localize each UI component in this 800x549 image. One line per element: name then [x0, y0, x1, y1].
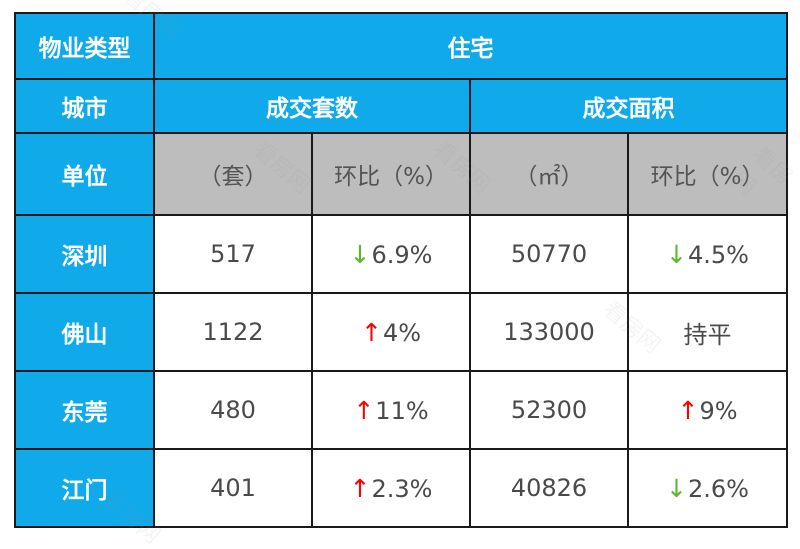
property-type-row: 物业类型 住宅 [14, 12, 788, 80]
volume-header: 成交套数 [153, 78, 471, 134]
unit-volume-change: 环比（%） [311, 132, 471, 216]
area-cell: 50770 [469, 214, 629, 294]
area-change-cell: ↓4.5% [627, 214, 788, 294]
unit-label: 单位 [14, 132, 155, 216]
property-type-value: 住宅 [153, 12, 788, 80]
area-change-value: 2.6% [687, 474, 749, 503]
city-cell: 深圳 [14, 214, 155, 294]
arrow-down-icon: ↓ [349, 239, 371, 269]
table-row: 深圳 517 ↓6.9% 50770 ↓4.5% [14, 214, 788, 294]
arrow-up-icon: ↑ [677, 395, 699, 425]
arrow-up-icon: ↑ [353, 395, 375, 425]
area-cell: 52300 [469, 370, 629, 450]
table-row: 佛山 1122 ↑4% 133000 持平 [14, 292, 788, 372]
volume-change-cell: ↑11% [311, 370, 471, 450]
table-row: 东莞 480 ↑11% 52300 ↑9% [14, 370, 788, 450]
volume-change-value: 6.9% [371, 240, 433, 269]
arrow-up-icon: ↑ [349, 473, 371, 503]
arrow-up-icon: ↑ [360, 317, 382, 347]
table-row: 江门 401 ↑2.3% 40826 ↓2.6% [14, 448, 788, 528]
volume-change-cell: ↑2.3% [311, 448, 471, 528]
volume-change-cell: ↓6.9% [311, 214, 471, 294]
area-change-value: 9% [699, 396, 738, 425]
unit-area: （㎡） [469, 132, 629, 216]
housing-sales-table: 物业类型 住宅 城市 成交套数 成交面积 单位 （套） 环比（%） （㎡） 环比… [14, 12, 788, 528]
volume-change-cell: ↑4% [311, 292, 471, 372]
property-type-label: 物业类型 [14, 12, 155, 80]
unit-row: 单位 （套） 环比（%） （㎡） 环比（%） [14, 132, 788, 216]
area-header: 成交面积 [469, 78, 788, 134]
area-cell: 40826 [469, 448, 629, 528]
volume-cell: 480 [153, 370, 313, 450]
volume-cell: 517 [153, 214, 313, 294]
volume-change-value: 11% [375, 396, 429, 425]
unit-area-change: 环比（%） [627, 132, 788, 216]
city-cell: 佛山 [14, 292, 155, 372]
city-cell: 东莞 [14, 370, 155, 450]
area-change-cell: ↑9% [627, 370, 788, 450]
area-change-cell: 持平 [627, 292, 788, 372]
volume-change-value: 2.3% [371, 474, 433, 503]
arrow-down-icon: ↓ [666, 473, 687, 503]
volume-cell: 401 [153, 448, 313, 528]
city-header-row: 城市 成交套数 成交面积 [14, 78, 788, 134]
city-label: 城市 [14, 78, 155, 134]
area-change-value: 持平 [683, 320, 732, 349]
volume-change-value: 4% [382, 318, 422, 347]
unit-volume: （套） [153, 132, 313, 216]
area-change-value: 4.5% [687, 240, 749, 269]
area-change-cell: ↓2.6% [627, 448, 788, 528]
city-cell: 江门 [14, 448, 155, 528]
data-rows: 深圳 517 ↓6.9% 50770 ↓4.5% 佛山 1122 ↑4% 133… [14, 214, 788, 528]
arrow-down-icon: ↓ [666, 239, 687, 269]
area-cell: 133000 [469, 292, 629, 372]
volume-cell: 1122 [153, 292, 313, 372]
